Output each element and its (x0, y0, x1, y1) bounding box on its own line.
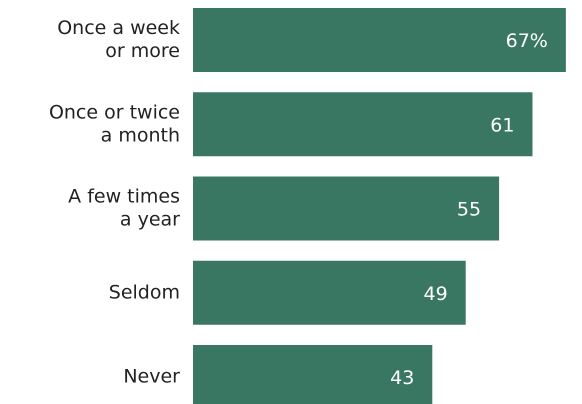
bar-1 (193, 8, 566, 72)
bar-2 (193, 92, 533, 157)
category-label-1-line-2: or more (105, 40, 180, 62)
category-label-5-line-1: Never (123, 366, 180, 388)
bar-value-label-2: 61 (490, 114, 514, 136)
category-label-3-line-1: A few times (68, 186, 180, 208)
bar-5 (193, 345, 433, 404)
bar-3 (193, 176, 500, 241)
category-label-3-line-2: a year (120, 209, 180, 231)
bar-4 (193, 260, 466, 325)
bar-value-label-5: 43 (390, 367, 414, 389)
category-label-4-line-1: Seldom (109, 281, 180, 303)
category-label-1-line-1: Once a week (57, 17, 180, 39)
category-label-2-line-2: a month (101, 124, 180, 146)
category-label-2-line-1: Once or twice (49, 101, 180, 123)
bar-value-label-3: 55 (457, 199, 481, 221)
bar-value-label-1: 67% (506, 30, 548, 52)
bar-value-label-4: 49 (424, 283, 448, 305)
